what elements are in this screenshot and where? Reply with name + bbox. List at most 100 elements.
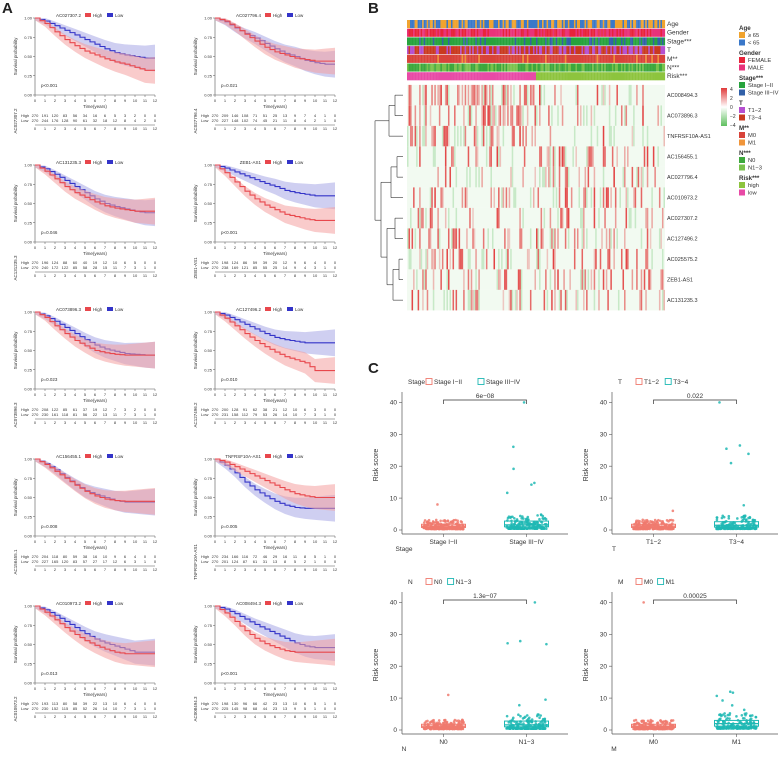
heatmap-cell bbox=[590, 125, 593, 147]
track-cell bbox=[657, 72, 660, 81]
data-point bbox=[670, 518, 673, 522]
km-gene-title: TNFRSF10A-AS1 bbox=[225, 454, 261, 459]
heatmap-cell bbox=[466, 228, 468, 249]
track-cell bbox=[499, 20, 502, 29]
track-cell bbox=[543, 72, 546, 81]
x-tick-label: 1 bbox=[44, 686, 47, 691]
heatmap-cell bbox=[625, 248, 628, 270]
track-cell bbox=[531, 63, 534, 72]
track-cell bbox=[505, 72, 508, 81]
heatmap-cell bbox=[602, 187, 605, 208]
track-cell bbox=[651, 46, 653, 55]
data-point bbox=[526, 515, 530, 519]
heatmap-cell bbox=[437, 207, 439, 229]
heatmap-cell bbox=[461, 187, 464, 208]
heatmap-cell bbox=[434, 248, 436, 270]
legend-high-label: High bbox=[273, 454, 283, 459]
track-cell bbox=[484, 63, 487, 72]
track-label: Age bbox=[667, 21, 679, 28]
p-value-label: p=0.008 bbox=[41, 524, 58, 529]
track-cell bbox=[511, 46, 514, 55]
y-tick-label: 0.75 bbox=[24, 182, 33, 187]
track-cell bbox=[479, 37, 482, 46]
track-cell bbox=[596, 37, 599, 46]
track-cell bbox=[419, 20, 421, 29]
y-tick-label: 0.75 bbox=[24, 329, 33, 334]
track-cell bbox=[564, 54, 567, 63]
track-cell bbox=[444, 72, 447, 81]
heatmap-cell bbox=[461, 248, 464, 270]
track-cell bbox=[557, 20, 559, 29]
data-point bbox=[519, 714, 522, 718]
risk-x-tick-label: 8 bbox=[294, 126, 297, 131]
heatmap-cell bbox=[634, 187, 637, 208]
heatmap-cell bbox=[578, 166, 581, 188]
x-tick-label: 11 bbox=[323, 686, 328, 691]
heatmap-cell bbox=[549, 166, 552, 188]
heatmap-cell bbox=[539, 146, 541, 167]
track-cell bbox=[410, 72, 412, 81]
y-tick-label: 0.50 bbox=[204, 642, 213, 647]
risk-x-tick-label: 7 bbox=[284, 567, 287, 572]
heatmap-cell bbox=[511, 166, 514, 188]
track-cell bbox=[476, 54, 479, 63]
x-tick-label: 3 bbox=[64, 686, 67, 691]
data-point bbox=[719, 717, 722, 721]
track-cell bbox=[617, 72, 620, 81]
track-cell bbox=[437, 72, 439, 81]
track-cell bbox=[549, 63, 552, 72]
heatmap-row bbox=[407, 228, 665, 249]
track-cell bbox=[540, 28, 543, 37]
track-cell bbox=[607, 72, 609, 81]
heatmap-cell bbox=[584, 187, 587, 208]
track-cell bbox=[614, 37, 617, 46]
risk-high-count: 60 bbox=[73, 260, 78, 265]
track-cell bbox=[434, 72, 436, 81]
track-cell bbox=[519, 72, 521, 81]
track-cell bbox=[454, 46, 456, 55]
x-axis-label: Time(years) bbox=[263, 104, 287, 109]
risk-x-tick-label: 0 bbox=[34, 420, 37, 425]
track-cell bbox=[584, 20, 587, 29]
track-cell bbox=[407, 28, 409, 37]
x-tick-label: 8 bbox=[294, 98, 297, 103]
risk-high-count: 2 bbox=[134, 407, 137, 412]
track-cell bbox=[432, 28, 435, 37]
heatmap-cell bbox=[586, 228, 588, 249]
track-cell bbox=[554, 46, 556, 55]
heatmap-cell bbox=[522, 207, 524, 229]
risk-high-count: 5 bbox=[134, 260, 137, 265]
x-tick-label: 8 bbox=[294, 686, 297, 691]
heatmap-cell bbox=[610, 269, 612, 290]
risk-x-tick-label: 1 bbox=[44, 714, 47, 719]
risk-x-tick-label: 12 bbox=[333, 714, 338, 719]
heatmap-cell bbox=[484, 105, 486, 126]
heatmap-cell bbox=[455, 166, 458, 188]
track-cell bbox=[431, 54, 433, 63]
track-cell bbox=[640, 63, 643, 72]
track-label: Risk*** bbox=[667, 73, 688, 80]
risk-high-count: 86 bbox=[243, 260, 248, 265]
track-cell bbox=[431, 63, 433, 72]
risk-low-count: 0 bbox=[324, 559, 327, 564]
track-cell bbox=[490, 63, 493, 72]
track-cell bbox=[646, 37, 649, 46]
heatmap-cell bbox=[560, 207, 562, 229]
heatmap-cell bbox=[573, 228, 576, 249]
track-cell bbox=[642, 37, 644, 46]
heatmap-cell bbox=[469, 166, 471, 188]
data-point bbox=[544, 517, 548, 521]
heatmap-cell bbox=[487, 105, 489, 126]
track-cell bbox=[502, 46, 505, 55]
heatmap-cell bbox=[624, 105, 626, 126]
track-cell bbox=[630, 72, 632, 81]
track-cell bbox=[452, 28, 455, 37]
data-point bbox=[735, 727, 739, 730]
track-cell bbox=[520, 63, 523, 72]
track-cell bbox=[525, 54, 527, 63]
track-cell bbox=[564, 72, 567, 81]
data-point bbox=[513, 517, 516, 520]
risk-high-label: High bbox=[201, 113, 209, 118]
track-cell bbox=[567, 28, 570, 37]
track-cell bbox=[572, 72, 575, 81]
